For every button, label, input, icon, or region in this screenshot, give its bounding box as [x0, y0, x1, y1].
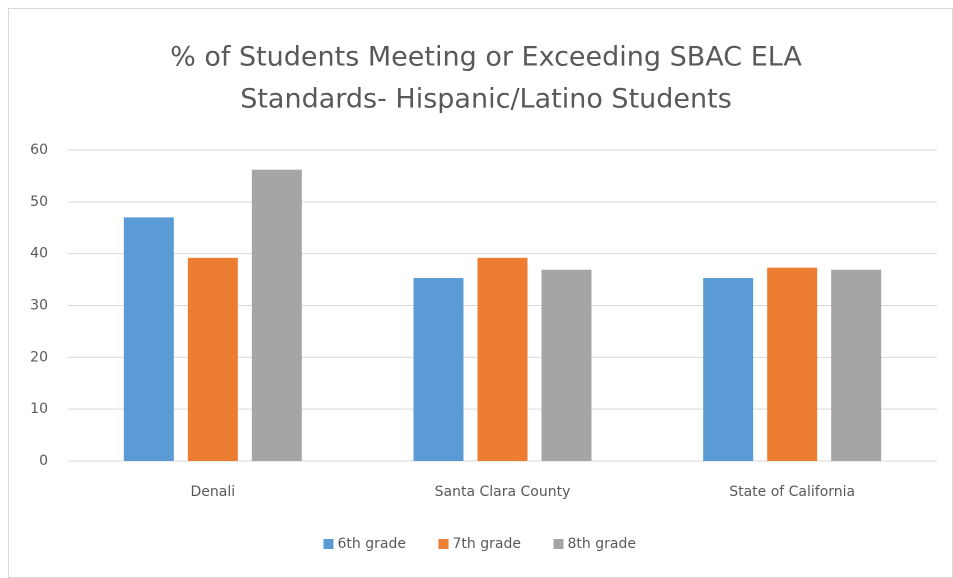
bar [831, 269, 882, 461]
x-tick-label: Santa Clara County [435, 484, 571, 500]
legend-swatch [553, 539, 564, 549]
legend-label: 8th grade [568, 536, 636, 552]
x-tick-label: Denali [191, 484, 236, 500]
bar [251, 169, 302, 462]
chart-title: Standards- Hispanic/Latino Students [240, 84, 732, 115]
legend-swatch [438, 539, 449, 549]
bar [541, 269, 592, 461]
legend-label: 6th grade [338, 536, 406, 552]
bar [703, 278, 754, 461]
bar [187, 257, 238, 461]
y-tick-label: 40 [30, 246, 48, 262]
x-tick-label: State of California [729, 484, 855, 500]
y-tick-label: 50 [30, 194, 48, 210]
y-tick-label: 30 [30, 298, 48, 314]
y-tick-label: 10 [30, 401, 48, 417]
bar [767, 267, 818, 461]
y-tick-label: 60 [30, 142, 48, 158]
chart-title: % of Students Meeting or Exceeding SBAC … [170, 42, 802, 73]
bar [477, 257, 528, 461]
y-tick-label: 20 [30, 349, 48, 365]
bar [413, 278, 464, 461]
bar [123, 217, 174, 461]
legend-swatch [323, 539, 334, 549]
legend-label: 7th grade [453, 536, 521, 552]
y-tick-label: 0 [39, 453, 48, 469]
